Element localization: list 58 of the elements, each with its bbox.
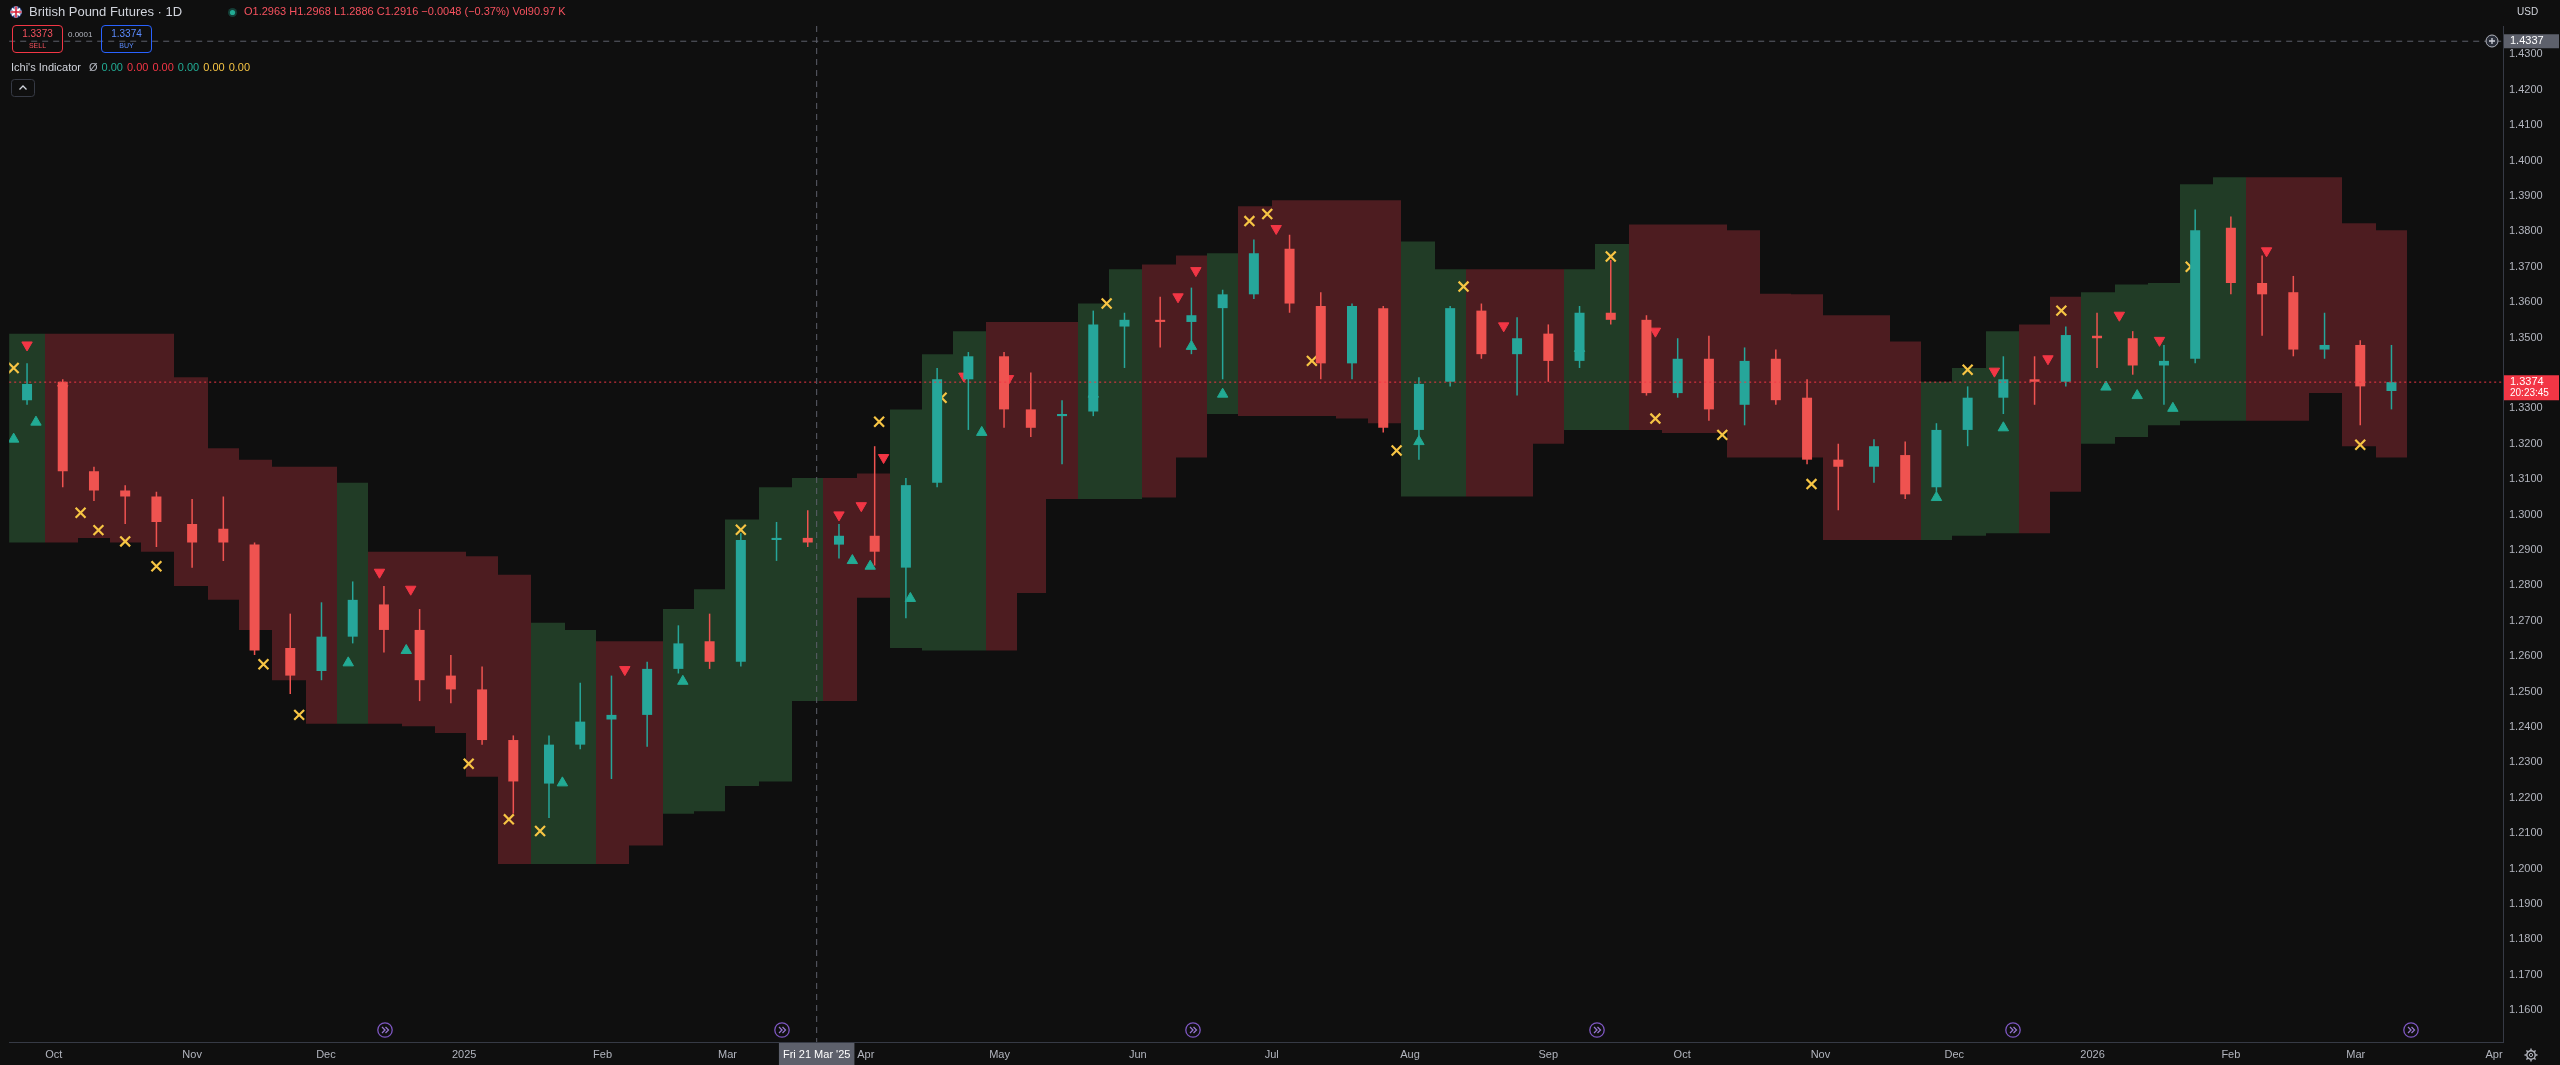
y-tick-label: 1.1800 <box>2509 932 2543 945</box>
y-tick-label: 1.2200 <box>2509 790 2543 803</box>
y-tick-label: 1.3200 <box>2509 436 2543 449</box>
y-axis-title: USD <box>2517 6 2539 17</box>
text: O1.2963 H1.2968 L1.2886 C1.2916 −0.0048 (−0.37%) Vol90.97 K <box>244 5 566 17</box>
y-tick-label: 1.2600 <box>2509 649 2543 662</box>
y-tick-label: 1.2900 <box>2509 542 2543 555</box>
y-tick-label: 1.3900 <box>2509 188 2543 201</box>
y-tick-label: 1.1600 <box>2509 1003 2543 1016</box>
x-tick-label: Apr <box>2485 1047 2503 1060</box>
ref-line-label: 1.4337 <box>2510 34 2544 47</box>
x-tick-label: Mar <box>717 1047 738 1060</box>
annotation: 1.3374 <box>111 28 142 39</box>
ref-line-label: 1.3374 <box>2510 375 2544 388</box>
y-tick-label: 1.2400 <box>2509 719 2543 732</box>
annotation: Ichi's Indicator <box>11 61 81 73</box>
y-tick-label: 1.3500 <box>2509 330 2543 343</box>
x-tick-label: Feb <box>593 1047 613 1060</box>
x-tick-label: Feb <box>2221 1047 2241 1060</box>
ref-line-label: Fri 21 Mar '25 <box>782 1047 851 1060</box>
y-tick-label: 1.4300 <box>2509 47 2543 60</box>
y-tick-label: 1.2100 <box>2509 826 2543 839</box>
x-tick-label: Aug <box>1400 1047 1420 1060</box>
annotation: 1.3373 <box>22 28 53 39</box>
y-tick-label: 1.4000 <box>2509 153 2543 166</box>
text: 20:23:45 <box>2510 386 2550 398</box>
y-tick-label: 1.3100 <box>2509 472 2543 485</box>
y-tick-label: 1.3000 <box>2509 507 2543 520</box>
y-tick-label: 1.4100 <box>2509 118 2543 131</box>
x-tick-label: Dec <box>1944 1047 1965 1060</box>
y-tick-label: 1.2000 <box>2509 861 2543 874</box>
y-tick-label: 1.3600 <box>2509 295 2543 308</box>
x-tick-label: Dec <box>316 1047 337 1060</box>
x-tick-label: Jun <box>1129 1047 1147 1060</box>
y-tick-label: 1.1900 <box>2509 896 2543 909</box>
x-tick-label: May <box>989 1047 1011 1060</box>
chart-title: British Pound Futures · 1D <box>29 4 183 19</box>
annotation: 0.0001 <box>68 30 93 39</box>
x-tick-label: 2025 <box>452 1047 477 1060</box>
x-tick-label: Nov <box>182 1047 203 1060</box>
y-tick-label: 1.1700 <box>2509 967 2543 980</box>
y-tick-label: 1.2700 <box>2509 613 2543 626</box>
y-tick-label: 1.2500 <box>2509 684 2543 697</box>
x-tick-label: Nov <box>1810 1047 1831 1060</box>
x-tick-label: Jul <box>1264 1047 1279 1060</box>
x-tick-label: 2026 <box>2080 1047 2105 1060</box>
x-tick-label: Oct <box>45 1047 63 1060</box>
y-tick-label: 1.3300 <box>2509 401 2543 414</box>
x-tick-label: Sep <box>1538 1047 1559 1060</box>
y-tick-label: 1.3800 <box>2509 224 2543 237</box>
y-tick-label: 1.2800 <box>2509 578 2543 591</box>
x-tick-label: Mar <box>2346 1047 2366 1060</box>
x-tick-label: Oct <box>1673 1047 1691 1060</box>
y-tick-label: 1.3700 <box>2509 259 2543 272</box>
y-tick-label: 1.2300 <box>2509 755 2543 768</box>
y-tick-label: 1.4200 <box>2509 82 2543 95</box>
x-tick-label: Apr <box>857 1047 875 1060</box>
annotation: Ø 0.00 0.00 0.00 0.00 0.00 0.00 <box>89 61 251 73</box>
